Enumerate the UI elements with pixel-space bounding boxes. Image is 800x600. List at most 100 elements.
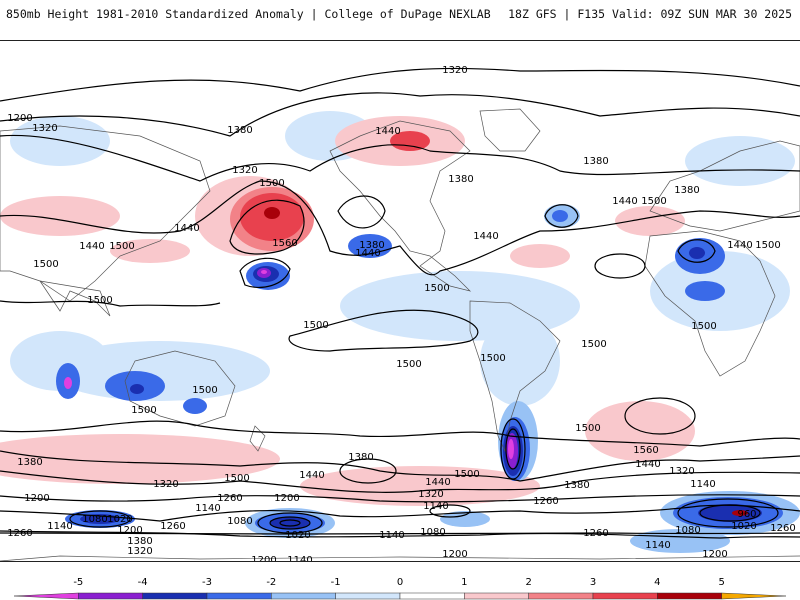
contour-label-layer: 1320 1440 1200 1320 1380 1320 1500 1560 …: [7, 65, 795, 561]
contour-label: 1200: [442, 549, 467, 560]
shade-south-america: [480, 316, 560, 406]
contour-label: 1500: [454, 469, 479, 480]
contour-label: 1020: [285, 530, 310, 541]
shade-satl-5: [508, 439, 514, 459]
anomaly-map: 1320 1440 1200 1320 1380 1320 1500 1560 …: [0, 40, 800, 562]
contour-1200-south: [0, 504, 800, 522]
coast-africa: [644, 230, 776, 377]
contour-label: 1500: [87, 295, 112, 306]
colorbar-tick-label: 4: [654, 577, 660, 588]
contour-label: 1500: [224, 473, 249, 484]
colorbar-tick-labels: -5 -4 -3 -2 -1 0 1 2 3 4 5: [73, 577, 725, 588]
colorbar-tick-label: 0: [397, 577, 403, 588]
contour-label: 1020: [107, 514, 132, 525]
colorbar-bin: [464, 592, 529, 600]
contour-1500-north: [0, 180, 800, 276]
contour-label: 1260: [770, 523, 795, 534]
contour-label: 1500: [303, 320, 328, 331]
coast-australia: [124, 350, 236, 427]
contour-label: 1260: [533, 496, 558, 507]
colorbar: -5 -4 -3 -2 -1 0 1 2 3 4 5: [0, 563, 800, 600]
contour-label: 1500: [192, 385, 217, 396]
contour-label: 1260: [217, 493, 242, 504]
contour-satl-2: [505, 428, 521, 470]
contour-bc-low-closed: [337, 195, 386, 229]
chart-title: 850mb Height 1981-2010 Standardized Anom…: [6, 7, 491, 21]
contour-label: 1500: [755, 240, 780, 251]
contour-label: 1200: [702, 549, 727, 560]
contour-label: 1500: [131, 405, 156, 416]
shade-indian-low-c: [183, 398, 207, 414]
colorbar-tick-label: 2: [525, 577, 531, 588]
shade-atlantic-pink: [510, 244, 570, 268]
shade-south-pink-west: [0, 434, 280, 484]
contour-so-low-3: [279, 519, 301, 527]
contour-label: 1380: [348, 452, 373, 463]
contour-label: 1140: [47, 521, 72, 532]
contour-so-low-w1: [69, 510, 131, 528]
contour-atl-low-closed: [544, 204, 579, 228]
shade-hudson-red: [390, 131, 430, 151]
shade-so-low-3: [270, 517, 310, 529]
contour-label: 1320: [153, 479, 178, 490]
contour-label: 1440: [727, 240, 752, 251]
contour-label: 1380: [227, 125, 252, 136]
contour-label: 1500: [109, 241, 134, 252]
shade-indian-low-b2: [130, 384, 144, 394]
contour-label: 1320: [418, 489, 443, 500]
colorbar-bin: [13, 592, 79, 600]
shade-bc-low: [348, 234, 392, 258]
contour-label: 1500: [581, 339, 606, 350]
contour-label: 1140: [423, 501, 448, 512]
contour-label: 1440: [355, 248, 380, 259]
contour-label: 1080: [227, 516, 252, 527]
shade-so-low-e4: [732, 510, 748, 516]
shade-africa-west: [10, 331, 110, 391]
colorbar-bin: [528, 592, 594, 600]
coastlines: [0, 108, 800, 561]
contour-label: 1260: [7, 528, 32, 539]
valid-time: 18Z GFS | F135 Valid: 09Z SUN MAR 30 202…: [508, 7, 792, 21]
contour-so-low-1: [257, 512, 323, 534]
contour-1380-south: [0, 470, 800, 493]
contour-label: 1380: [127, 536, 152, 547]
contour-label: 1560: [272, 238, 297, 249]
shade-asia-pink: [0, 196, 120, 236]
contour-label: 1140: [287, 555, 312, 561]
colorbar-tick-label: -3: [202, 577, 212, 588]
shade-atlantic-pink-2: [615, 206, 685, 236]
contour-label: 1440: [635, 459, 660, 470]
coast-new-zealand: [249, 425, 266, 452]
contour-label: 1140: [379, 530, 404, 541]
contour-1440-south: [0, 450, 800, 482]
shade-npac-low-5: [261, 270, 267, 274]
contour-1380-north: [0, 92, 800, 137]
colorbar-tick-label: 5: [718, 577, 724, 588]
contour-1500-asia: [0, 300, 221, 307]
contour-1440-north: [0, 134, 800, 182]
contour-label: 1200: [7, 113, 32, 124]
contour-label: 1500: [480, 353, 505, 364]
coast-asia: [0, 125, 211, 302]
shade-atl-low-2: [552, 210, 568, 222]
contour-label: 1140: [645, 540, 670, 551]
colorbar-bin: [721, 592, 787, 600]
contour-label: 1500: [396, 359, 421, 370]
contour-label: 1380: [564, 480, 589, 491]
colorbar-bin: [142, 592, 208, 600]
shade-med-low-2: [689, 247, 705, 259]
coast-north-america: [329, 120, 472, 292]
shade-south-pink-mid: [300, 466, 540, 506]
contour-label: 1380: [674, 185, 699, 196]
contour-label: 1080: [82, 514, 107, 525]
shade-so-low-e3: [698, 504, 762, 522]
contour-label: 1500: [641, 196, 666, 207]
anomaly-shading: [0, 111, 800, 553]
shade-so-low-m: [440, 511, 490, 527]
contour-1260-antarctica: [0, 532, 800, 535]
colorbar-tick-label: -2: [266, 577, 276, 588]
contour-label: 1320: [127, 546, 152, 557]
contour-1320-north: [0, 67, 800, 102]
coast-india: [39, 280, 111, 317]
contour-label: 1080: [675, 525, 700, 536]
